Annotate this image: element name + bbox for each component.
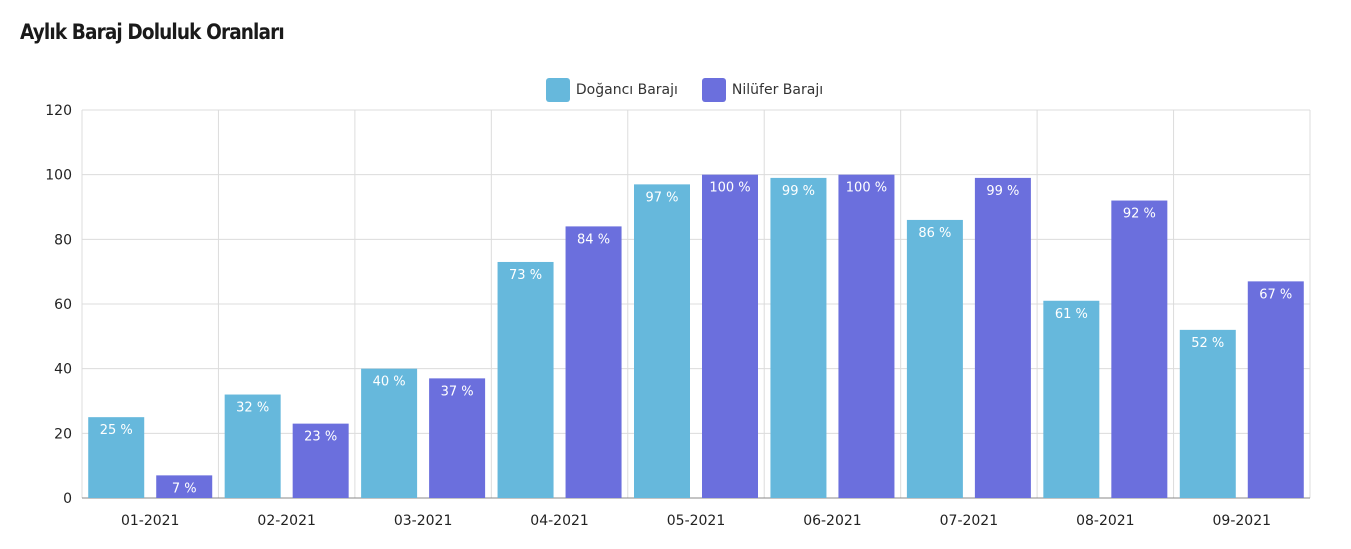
bar-nilufer: [1247, 281, 1304, 498]
legend-swatch: [701, 78, 726, 102]
legend: Doğancı Barajı Nilüfer Barajı: [0, 78, 1351, 102]
legend-item-nilufer[interactable]: Nilüfer Barajı: [701, 78, 824, 102]
y-tick-label: 100: [45, 168, 72, 184]
data-label: 73 %: [509, 268, 542, 283]
data-label: 99 %: [986, 184, 1019, 199]
bar-nilufer: [156, 475, 213, 498]
bar-nilufer: [565, 226, 622, 498]
data-label: 37 %: [441, 384, 474, 399]
bar-doganci: [770, 177, 827, 498]
data-label: 86 %: [918, 226, 951, 241]
data-label: 84 %: [577, 232, 610, 247]
data-label: 67 %: [1259, 287, 1292, 302]
data-label: 99 %: [782, 184, 815, 199]
legend-swatch: [545, 78, 570, 102]
bar-doganci: [634, 184, 690, 498]
bar-nilufer: [429, 378, 486, 498]
bar-doganci: [224, 394, 281, 498]
bar-nilufer: [702, 174, 758, 498]
legend-label: Nilüfer Barajı: [731, 82, 824, 98]
bar-doganci: [88, 417, 145, 498]
y-tick-label: 20: [54, 426, 72, 442]
x-tick-label: 05-2021: [667, 513, 726, 529]
legend-item-dogancı[interactable]: Doğancı Barajı: [545, 78, 678, 102]
bar-nilufer: [974, 177, 1031, 498]
y-tick-label: 80: [54, 232, 72, 248]
x-tick-label: 08-2021: [1076, 513, 1135, 529]
bar-doganci: [1043, 300, 1100, 498]
data-label: 7 %: [172, 481, 197, 496]
bar-doganci: [497, 261, 554, 498]
data-label: 100 %: [846, 181, 887, 196]
bar-doganci: [1179, 329, 1236, 498]
data-label: 23 %: [304, 430, 337, 445]
y-tick-label: 40: [54, 362, 72, 378]
data-label: 61 %: [1055, 307, 1088, 322]
legend-label: Doğancı Barajı: [575, 82, 678, 98]
bar-doganci: [906, 219, 963, 498]
x-tick-label: 02-2021: [257, 513, 316, 529]
x-tick-label: 03-2021: [394, 513, 453, 529]
y-tick-label: 60: [54, 297, 72, 313]
x-tick-label: 09-2021: [1213, 513, 1272, 529]
chart-title: Aylık Baraj Doluluk Oranları: [20, 20, 285, 44]
x-tick-label: 01-2021: [121, 513, 180, 529]
bar-nilufer: [292, 423, 349, 498]
data-label: 92 %: [1123, 207, 1156, 222]
data-label: 25 %: [100, 423, 133, 438]
data-label: 100 %: [709, 181, 750, 196]
x-tick-label: 06-2021: [803, 513, 862, 529]
y-tick-label: 0: [63, 491, 72, 507]
data-label: 52 %: [1191, 336, 1224, 351]
data-label: 40 %: [373, 375, 406, 390]
bar-nilufer: [838, 174, 895, 498]
x-tick-label: 07-2021: [940, 513, 999, 529]
bar-nilufer: [1111, 200, 1168, 499]
data-label: 97 %: [645, 190, 678, 205]
y-tick-label: 120: [45, 103, 72, 119]
x-tick-label: 04-2021: [530, 513, 589, 529]
bar-doganci: [361, 368, 418, 498]
data-label: 32 %: [236, 401, 269, 416]
